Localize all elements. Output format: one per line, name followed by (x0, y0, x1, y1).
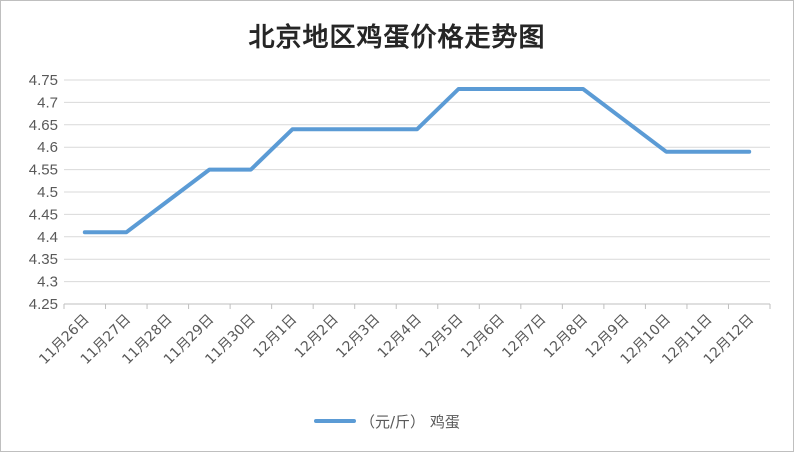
x-tick-label: 12月8日 (541, 312, 591, 362)
chart-title: 北京地区鸡蛋价格走势图 (248, 23, 546, 53)
y-tick-label: 4.3 (37, 274, 58, 291)
y-tick-label: 4.45 (29, 206, 58, 223)
x-axis-ticks: 11月26日11月27日11月28日11月29日11月30日12月1日12月2日… (36, 312, 757, 368)
y-tick-label: 4.5 (37, 184, 58, 201)
y-tick-label: 4.6 (37, 139, 58, 156)
x-tick-label: 12月2日 (292, 312, 342, 362)
y-tick-label: 4.35 (29, 251, 58, 268)
legend[interactable]: （元/斤） 鸡蛋 (314, 413, 460, 431)
y-tick-label: 4.75 (29, 72, 58, 89)
y-tick-label: 4.25 (29, 296, 58, 313)
x-tick-label: 12月4日 (375, 312, 425, 362)
y-tick-label: 4.7 (37, 94, 58, 111)
y-axis-ticks: 4.25 4.3 4.35 4.4 4.45 4.5 4.55 4.6 4.65 4.7 4.75 (29, 72, 58, 313)
x-axis (63, 303, 771, 309)
x-tick-label: 12月5日 (416, 312, 466, 362)
series-layer (82, 87, 752, 235)
gridlines (64, 79, 770, 283)
x-tick-label: 12月1日 (250, 312, 300, 362)
x-tick-label: 12月3日 (333, 312, 383, 362)
y-tick-label: 4.4 (37, 229, 58, 246)
y-tick-label: 4.55 (29, 162, 58, 179)
legend-label: （元/斤） 鸡蛋 (360, 413, 460, 431)
x-tick-label: 12月7日 (499, 312, 549, 362)
series-line (82, 87, 752, 235)
y-tick-label: 4.65 (29, 117, 58, 134)
x-tick-label: 12月6日 (458, 312, 508, 362)
